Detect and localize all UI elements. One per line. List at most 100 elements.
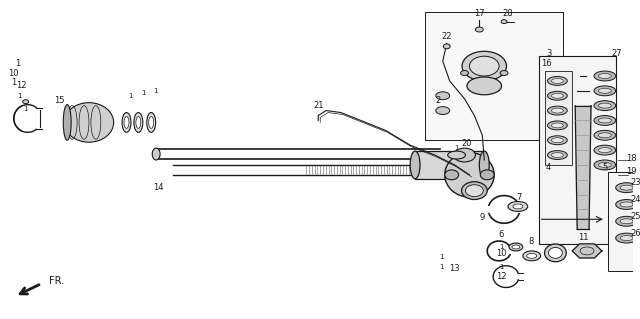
Text: 1: 1 bbox=[440, 264, 444, 270]
Ellipse shape bbox=[470, 56, 499, 76]
Ellipse shape bbox=[122, 113, 131, 132]
Ellipse shape bbox=[479, 151, 489, 179]
Text: 3: 3 bbox=[546, 49, 551, 58]
Ellipse shape bbox=[124, 116, 129, 128]
Ellipse shape bbox=[548, 121, 567, 130]
Bar bbox=[539, 56, 616, 244]
Ellipse shape bbox=[147, 113, 156, 132]
Ellipse shape bbox=[480, 170, 494, 180]
Ellipse shape bbox=[513, 204, 523, 209]
Bar bbox=[545, 71, 572, 165]
Ellipse shape bbox=[512, 245, 520, 249]
Text: 12: 12 bbox=[17, 81, 27, 90]
Text: 16: 16 bbox=[541, 59, 552, 68]
Ellipse shape bbox=[598, 148, 611, 152]
Ellipse shape bbox=[548, 91, 567, 100]
Text: 28: 28 bbox=[502, 9, 513, 18]
Text: 1: 1 bbox=[499, 244, 503, 250]
Ellipse shape bbox=[616, 233, 637, 243]
Ellipse shape bbox=[465, 185, 483, 197]
Ellipse shape bbox=[448, 151, 465, 159]
Text: 13: 13 bbox=[449, 264, 460, 273]
Ellipse shape bbox=[508, 202, 528, 211]
Ellipse shape bbox=[461, 70, 468, 76]
Ellipse shape bbox=[134, 113, 143, 132]
Text: 22: 22 bbox=[442, 32, 452, 41]
Ellipse shape bbox=[552, 152, 563, 158]
Ellipse shape bbox=[527, 253, 537, 258]
Text: 1: 1 bbox=[17, 93, 22, 99]
Text: 1: 1 bbox=[141, 90, 145, 96]
Text: 14: 14 bbox=[153, 183, 163, 192]
Ellipse shape bbox=[23, 100, 29, 104]
Text: 1: 1 bbox=[454, 145, 459, 151]
Text: 8: 8 bbox=[528, 236, 533, 246]
Ellipse shape bbox=[594, 71, 616, 81]
Text: 1: 1 bbox=[12, 78, 17, 87]
Ellipse shape bbox=[548, 151, 567, 160]
Text: 10: 10 bbox=[496, 249, 506, 258]
Ellipse shape bbox=[436, 92, 450, 100]
Ellipse shape bbox=[148, 116, 154, 128]
Text: 19: 19 bbox=[627, 167, 637, 176]
Ellipse shape bbox=[598, 133, 611, 138]
Ellipse shape bbox=[500, 70, 508, 76]
Ellipse shape bbox=[462, 51, 506, 81]
Ellipse shape bbox=[152, 148, 160, 160]
Ellipse shape bbox=[598, 73, 611, 78]
Ellipse shape bbox=[548, 106, 567, 115]
Text: 10: 10 bbox=[8, 69, 18, 78]
Text: 9: 9 bbox=[479, 213, 485, 222]
Ellipse shape bbox=[410, 151, 420, 179]
Text: 11: 11 bbox=[578, 233, 588, 241]
Ellipse shape bbox=[548, 77, 567, 85]
Text: 4: 4 bbox=[546, 163, 551, 172]
Text: 5: 5 bbox=[602, 163, 607, 172]
Text: 6: 6 bbox=[499, 230, 504, 239]
Text: 1: 1 bbox=[153, 88, 157, 94]
Text: 15: 15 bbox=[54, 96, 65, 105]
Ellipse shape bbox=[444, 44, 450, 49]
Text: 1: 1 bbox=[24, 106, 28, 112]
Ellipse shape bbox=[509, 243, 523, 251]
Ellipse shape bbox=[620, 202, 633, 207]
Ellipse shape bbox=[594, 115, 616, 125]
Ellipse shape bbox=[552, 78, 563, 83]
Ellipse shape bbox=[445, 152, 494, 197]
Text: 23: 23 bbox=[630, 178, 640, 187]
Ellipse shape bbox=[136, 116, 141, 128]
Ellipse shape bbox=[548, 136, 567, 145]
Ellipse shape bbox=[548, 248, 563, 258]
Ellipse shape bbox=[620, 236, 633, 241]
Ellipse shape bbox=[545, 244, 566, 262]
Text: 25: 25 bbox=[630, 212, 640, 221]
Bar bbox=[425, 12, 563, 140]
Text: FR.: FR. bbox=[49, 276, 65, 286]
Ellipse shape bbox=[501, 20, 507, 24]
Text: 1: 1 bbox=[15, 59, 20, 68]
Ellipse shape bbox=[598, 103, 611, 108]
Ellipse shape bbox=[594, 160, 616, 170]
Ellipse shape bbox=[598, 162, 611, 167]
Ellipse shape bbox=[616, 183, 637, 193]
Text: 1: 1 bbox=[128, 93, 132, 99]
Ellipse shape bbox=[467, 77, 502, 95]
Text: 1: 1 bbox=[499, 264, 503, 270]
Polygon shape bbox=[572, 244, 602, 258]
Text: 2: 2 bbox=[435, 96, 440, 105]
Text: 18: 18 bbox=[627, 153, 637, 162]
Ellipse shape bbox=[616, 216, 637, 226]
Text: 24: 24 bbox=[630, 195, 640, 204]
Ellipse shape bbox=[523, 251, 541, 261]
Ellipse shape bbox=[598, 88, 611, 93]
Text: 17: 17 bbox=[474, 9, 484, 18]
Ellipse shape bbox=[552, 93, 563, 98]
Text: 7: 7 bbox=[516, 193, 522, 202]
Ellipse shape bbox=[445, 170, 459, 180]
Ellipse shape bbox=[64, 103, 114, 142]
Ellipse shape bbox=[552, 138, 563, 143]
Text: 1: 1 bbox=[440, 254, 444, 260]
Text: 27: 27 bbox=[611, 49, 622, 58]
Ellipse shape bbox=[476, 27, 483, 32]
Ellipse shape bbox=[461, 182, 487, 199]
